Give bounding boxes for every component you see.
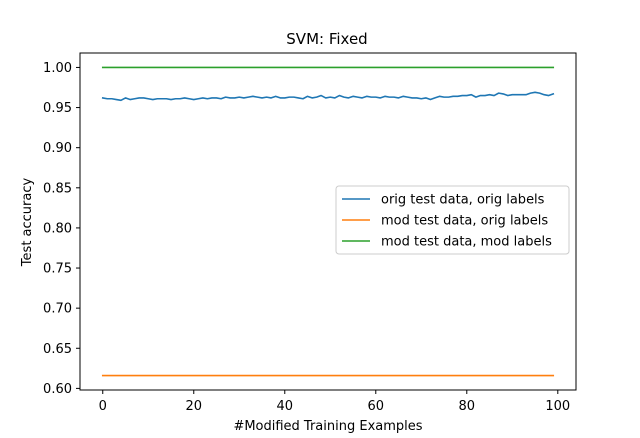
y-tick-label: 0.95 xyxy=(43,101,72,116)
legend-box xyxy=(335,185,570,255)
series-layer xyxy=(101,66,555,377)
y-tick-label: 0.65 xyxy=(43,342,72,357)
y-tick-label: 0.60 xyxy=(43,382,72,397)
chart-title: SVM: Fixed xyxy=(286,30,367,48)
y-tick-label: 1.00 xyxy=(43,61,72,76)
series-line-1 xyxy=(101,91,555,102)
legend-label-1: orig test data, orig labels xyxy=(381,193,545,208)
y-axis-label: Test accuracy xyxy=(20,178,35,268)
plot-area: 0 20 40 60 80 100 0.60 0.65 0.70 0.75 0.80 0.85 0.9… xyxy=(43,52,577,414)
y-tick-label: 0.90 xyxy=(43,141,72,156)
x-tick-label: 0 xyxy=(99,399,107,414)
x-axis: 0 20 40 60 80 100 xyxy=(99,390,570,414)
y-tick-label: 0.75 xyxy=(43,262,72,277)
x-tick-label: 40 xyxy=(276,399,293,414)
x-tick-label: 100 xyxy=(545,399,570,414)
x-tick-label: 60 xyxy=(368,399,385,414)
y-axis: 0.60 0.65 0.70 0.75 0.80 0.85 0.90 0.95 1.00 xyxy=(43,61,80,397)
y-tick-label: 0.85 xyxy=(43,181,72,196)
legend: orig test data, orig labels mod test data… xyxy=(335,185,570,255)
x-tick-label: 20 xyxy=(185,399,202,414)
legend-items: orig test data, orig labels mod test data… xyxy=(342,193,552,250)
legend-label-3: mod test data, mod labels xyxy=(381,235,552,250)
x-axis-label: #Modified Training Examples xyxy=(233,419,422,434)
legend-label-2: mod test data, orig labels xyxy=(381,214,548,229)
plot-frame xyxy=(79,52,577,391)
x-tick-label: 80 xyxy=(459,399,476,414)
y-tick-label: 0.80 xyxy=(43,221,72,236)
y-tick-label: 0.70 xyxy=(43,302,72,317)
